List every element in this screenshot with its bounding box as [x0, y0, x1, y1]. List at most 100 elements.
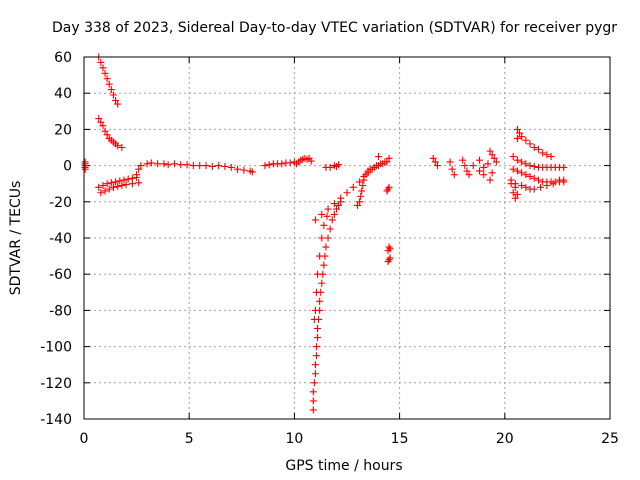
data-point — [513, 156, 521, 164]
data-point — [316, 252, 324, 260]
data-point — [518, 182, 526, 190]
data-point — [384, 258, 392, 266]
data-point — [549, 180, 557, 188]
data-point — [446, 158, 454, 166]
data-point — [476, 156, 484, 164]
data-point — [324, 205, 332, 213]
data-point — [286, 159, 294, 167]
data-point — [530, 163, 538, 171]
x-tick-label: 5 — [185, 431, 194, 447]
data-point — [248, 168, 256, 176]
data-point — [375, 153, 383, 161]
data-point — [112, 96, 120, 104]
data-point — [122, 181, 130, 189]
data-point — [307, 157, 315, 165]
data-point — [137, 162, 145, 170]
data-points — [81, 53, 568, 414]
data-point — [463, 167, 471, 175]
data-point — [265, 161, 273, 169]
data-point — [310, 379, 318, 387]
y-tick-label: -20 — [49, 195, 72, 211]
data-point — [530, 144, 538, 151]
data-point — [490, 154, 498, 162]
data-point — [522, 160, 530, 168]
data-point — [356, 198, 364, 206]
data-point — [170, 160, 178, 168]
data-point — [114, 100, 122, 108]
data-point — [318, 279, 326, 287]
data-point — [135, 179, 143, 187]
data-point — [526, 172, 534, 180]
data-point — [480, 163, 488, 171]
data-point — [534, 176, 542, 184]
data-point — [518, 169, 526, 177]
x-tick-label: 25 — [601, 431, 619, 447]
data-point — [509, 189, 517, 197]
data-point — [105, 80, 113, 88]
x-tick-label: 0 — [80, 431, 89, 447]
data-point — [354, 201, 362, 209]
data-point — [509, 153, 517, 161]
y-tick-label: 40 — [54, 86, 72, 102]
data-point — [530, 185, 538, 193]
data-point — [547, 153, 555, 161]
data-point — [358, 187, 366, 195]
data-point — [311, 306, 319, 314]
data-point — [311, 361, 319, 369]
data-point — [160, 160, 168, 168]
data-point — [534, 145, 542, 153]
data-point — [312, 352, 320, 360]
data-point — [343, 189, 351, 197]
data-point — [359, 182, 367, 190]
data-point — [328, 216, 336, 224]
data-point — [516, 129, 524, 137]
data-point — [202, 162, 210, 170]
data-point — [320, 221, 328, 229]
data-point — [513, 134, 521, 142]
data-point — [208, 163, 216, 171]
data-point — [362, 171, 370, 179]
data-point — [385, 243, 393, 251]
data-point — [461, 162, 469, 170]
data-point — [99, 122, 107, 130]
data-point — [488, 151, 496, 159]
data-point — [109, 183, 117, 191]
data-point — [320, 261, 328, 269]
data-point — [366, 165, 374, 173]
data-point — [433, 162, 441, 170]
y-tick-label: -120 — [40, 376, 72, 392]
grid — [84, 57, 610, 419]
data-point — [522, 136, 530, 144]
y-tick-label: 0 — [63, 159, 72, 175]
data-point — [107, 86, 115, 94]
data-point — [488, 169, 496, 177]
data-point — [383, 158, 391, 166]
data-point — [309, 397, 317, 405]
data-point — [311, 216, 319, 224]
data-point — [318, 234, 326, 242]
data-point — [326, 163, 334, 171]
data-point — [234, 165, 242, 173]
data-point — [384, 247, 392, 255]
data-point — [81, 158, 89, 166]
data-point — [337, 194, 345, 202]
data-point — [101, 187, 109, 195]
data-point — [560, 178, 568, 186]
x-tick-label: 20 — [496, 431, 514, 447]
data-point — [221, 163, 229, 171]
data-point — [95, 115, 103, 123]
data-point — [164, 161, 172, 169]
data-point — [120, 176, 128, 184]
data-point — [107, 179, 115, 187]
data-point — [314, 270, 322, 278]
data-point — [385, 154, 393, 162]
data-point — [312, 288, 320, 296]
data-point — [465, 171, 473, 179]
data-point — [332, 205, 340, 213]
data-point — [375, 162, 383, 170]
data-point — [484, 160, 492, 168]
data-point — [330, 210, 338, 218]
data-point — [112, 178, 120, 186]
data-point — [124, 175, 132, 183]
